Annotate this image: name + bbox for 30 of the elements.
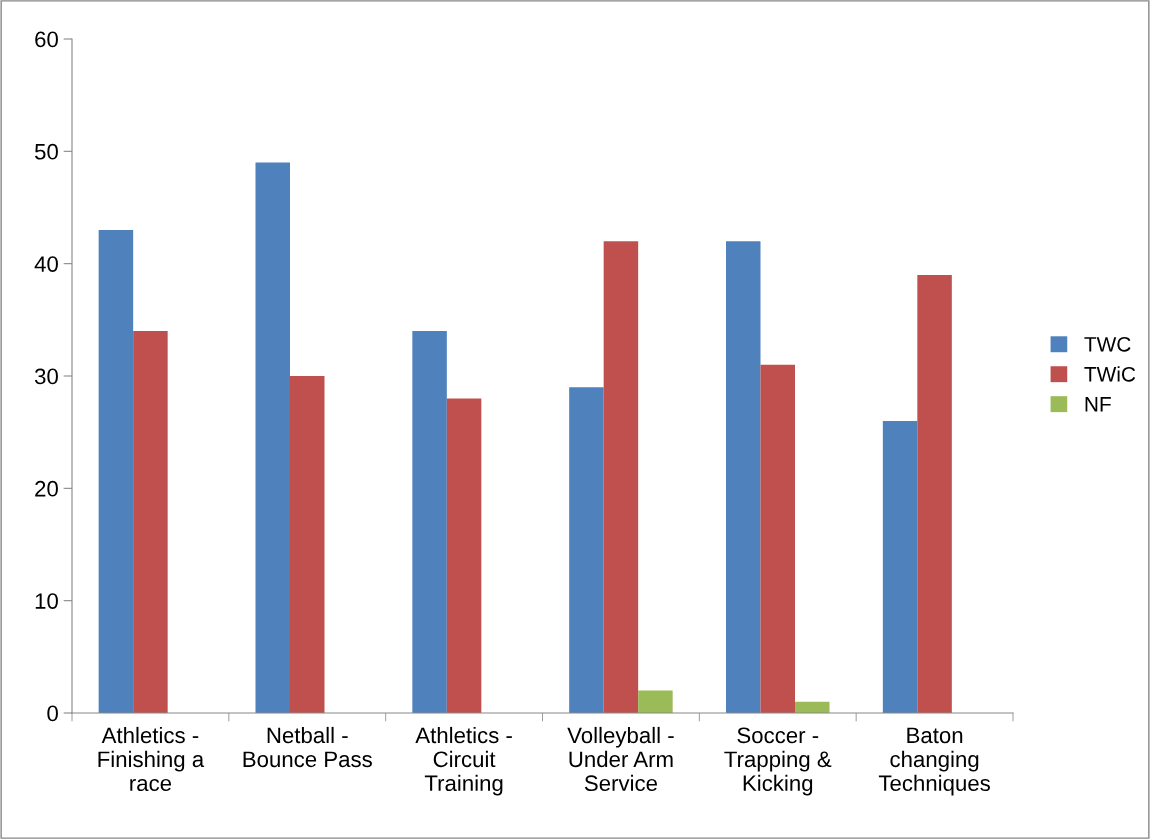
- bar: [725, 241, 761, 713]
- y-tick-label: 10: [35, 593, 58, 609]
- x-tick-label: Athletics - Finishing a race: [98, 726, 205, 792]
- bar: [290, 376, 325, 713]
- bar: [638, 690, 673, 713]
- y-tick-label: 40: [34, 256, 58, 272]
- bar: [795, 701, 830, 713]
- x-tick-label: Volleyball - Under Arm Service: [567, 726, 674, 792]
- x-tick-label: Soccer - Trapping & Kicking: [724, 727, 832, 796]
- bar: [255, 162, 290, 713]
- x-tick-label: Netball - Bounce Pass: [243, 726, 372, 768]
- x-tick-label: Baton changing Techniques: [878, 727, 990, 796]
- legend-label: NF: [1085, 397, 1111, 412]
- x-tick-label: Athletics - Circuit Training: [415, 726, 512, 796]
- bar: [760, 364, 795, 713]
- bar: [98, 229, 134, 713]
- bar: [882, 420, 918, 713]
- y-tick-label: 20: [35, 480, 58, 497]
- legend-label: TWiC: [1084, 366, 1136, 382]
- bar: [446, 398, 482, 713]
- bar: [569, 387, 604, 713]
- bar: [917, 274, 952, 713]
- bar: [133, 331, 168, 713]
- y-tick-label: 0: [47, 705, 58, 722]
- bar: [412, 331, 447, 713]
- y-tick-label: 60: [35, 31, 58, 48]
- y-tick-label: 30: [34, 368, 58, 385]
- y-tick-label: 50: [34, 143, 58, 160]
- legend-label: TWC: [1084, 336, 1131, 352]
- bar: [603, 241, 639, 713]
